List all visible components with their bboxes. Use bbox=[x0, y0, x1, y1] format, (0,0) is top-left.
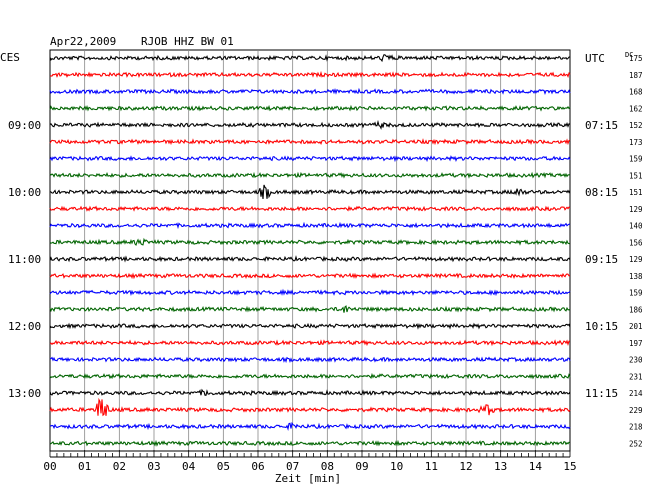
dc-value: 151 bbox=[629, 171, 643, 180]
x-axis-label: Zeit [min] bbox=[275, 472, 341, 485]
left-time-label: 10:00 bbox=[8, 186, 41, 199]
dc-value: 168 bbox=[629, 88, 643, 97]
trace-row-14 bbox=[49, 288, 571, 297]
trace-row-5 bbox=[49, 138, 571, 146]
grid bbox=[49, 49, 571, 452]
dc-value: 162 bbox=[629, 104, 643, 113]
trace-row-13 bbox=[49, 272, 571, 280]
dc-value: 138 bbox=[629, 272, 643, 281]
trace-row-15 bbox=[49, 305, 571, 313]
dc-value: 186 bbox=[629, 305, 643, 314]
x-tick-label: 06 bbox=[251, 460, 264, 473]
x-tick-label: 11 bbox=[425, 460, 438, 473]
left-time-label: 11:00 bbox=[8, 253, 41, 266]
right-time-label: 10:15 bbox=[585, 320, 618, 333]
x-tick-label: 07 bbox=[286, 460, 299, 473]
trace-row-2 bbox=[49, 87, 571, 96]
x-tick-label: 15 bbox=[563, 460, 576, 473]
x-tick-label: 09 bbox=[355, 460, 368, 473]
dc-value: 175 bbox=[629, 54, 643, 63]
trace-row-18 bbox=[49, 356, 571, 364]
dc-value: 152 bbox=[629, 121, 643, 130]
trace-row-4 bbox=[49, 119, 571, 130]
dc-value: 140 bbox=[629, 222, 643, 231]
dc-value: 201 bbox=[629, 322, 643, 331]
x-tick-label: 12 bbox=[459, 460, 472, 473]
dc-value: 173 bbox=[629, 138, 643, 147]
dc-value: 159 bbox=[629, 289, 643, 298]
trace-row-6 bbox=[49, 155, 571, 163]
dc-value: 214 bbox=[629, 389, 643, 398]
dc-value: 129 bbox=[629, 205, 643, 214]
trace-row-0 bbox=[49, 54, 571, 63]
dc-value: 159 bbox=[629, 155, 643, 164]
x-tick-label: 05 bbox=[217, 460, 230, 473]
trace-row-23 bbox=[49, 439, 571, 447]
right-time-label: UTC bbox=[585, 52, 605, 65]
trace-row-11 bbox=[49, 237, 571, 247]
x-tick-label: 14 bbox=[529, 460, 543, 473]
trace-row-9 bbox=[49, 205, 571, 212]
trace-row-20 bbox=[49, 388, 571, 397]
x-tick-label: 01 bbox=[78, 460, 91, 473]
left-time-label: 13:00 bbox=[8, 387, 41, 400]
x-tick-label: 10 bbox=[390, 460, 403, 473]
left-timezone: CES bbox=[0, 51, 20, 64]
dc-value: 218 bbox=[629, 423, 643, 432]
dc-value: 187 bbox=[629, 71, 643, 80]
trace-row-8 bbox=[49, 184, 571, 200]
labels: 09:00 10:00 11:00 12:00 13:00 UTC 07:15 08:15 09… bbox=[8, 52, 643, 448]
x-axis: 00 01 02 03 04 05 06 07 08 09 10 11 12 13 14 15 bbox=[43, 450, 577, 473]
x-tick-label: 02 bbox=[113, 460, 126, 473]
trace-row-21 bbox=[49, 397, 571, 417]
dc-label: DC bbox=[625, 51, 633, 59]
x-tick-label: 08 bbox=[321, 460, 334, 473]
right-time-label: 11:15 bbox=[585, 387, 618, 400]
dc-value: 252 bbox=[629, 439, 643, 448]
header-date: Apr22,2009 bbox=[50, 35, 116, 48]
dc-value: 129 bbox=[629, 255, 643, 264]
plot-frame bbox=[49, 49, 571, 452]
x-tick-label: 00 bbox=[43, 460, 56, 473]
trace-row-22 bbox=[49, 421, 571, 431]
right-time-label: 08:15 bbox=[585, 186, 618, 199]
x-tick-label: 03 bbox=[147, 460, 160, 473]
trace-row-16 bbox=[49, 322, 571, 330]
dc-value: 230 bbox=[629, 356, 643, 365]
right-time-label: 09:15 bbox=[585, 253, 618, 266]
dc-value: 156 bbox=[629, 238, 643, 247]
trace-row-19 bbox=[49, 372, 571, 380]
x-tick-label: 04 bbox=[182, 460, 196, 473]
trace-row-17 bbox=[49, 339, 571, 347]
dc-value: 197 bbox=[629, 339, 643, 348]
trace-row-10 bbox=[49, 221, 571, 230]
right-time-label: 07:15 bbox=[585, 119, 618, 132]
trace-row-12 bbox=[49, 255, 571, 263]
left-time-label: 12:00 bbox=[8, 320, 41, 333]
trace-row-1 bbox=[49, 70, 571, 79]
traces bbox=[49, 54, 571, 447]
trace-row-3 bbox=[49, 104, 571, 112]
dc-value: 151 bbox=[629, 188, 643, 197]
dc-value: 229 bbox=[629, 406, 643, 415]
dc-value: 231 bbox=[629, 372, 643, 381]
x-tick-label: 13 bbox=[494, 460, 507, 473]
left-time-label: 09:00 bbox=[8, 119, 41, 132]
header-station: RJOB HHZ BW 01 bbox=[141, 35, 234, 48]
trace-row-7 bbox=[49, 171, 571, 179]
